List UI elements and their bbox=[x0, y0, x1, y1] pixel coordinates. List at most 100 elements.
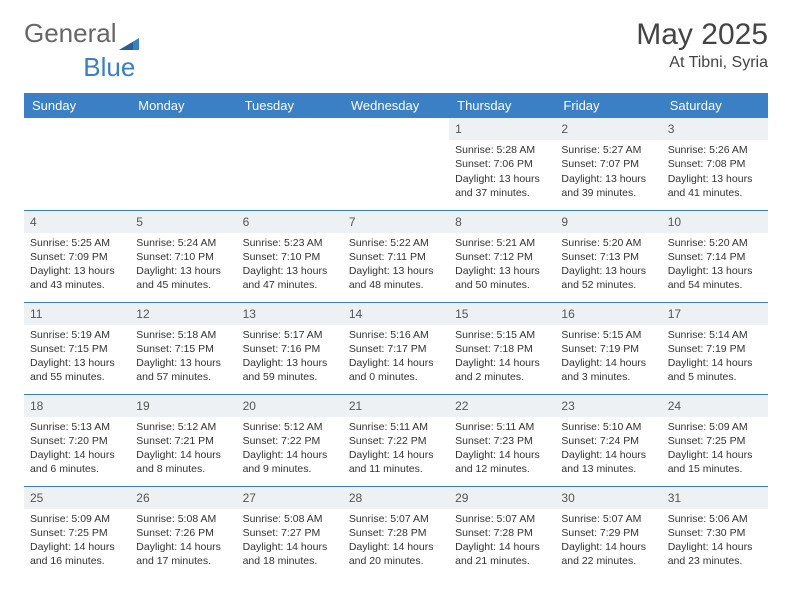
cell-dl2: and 37 minutes. bbox=[455, 186, 549, 200]
calendar-cell: 18Sunrise: 5:13 AMSunset: 7:20 PMDayligh… bbox=[24, 394, 130, 486]
cell-dl1: Daylight: 14 hours bbox=[455, 448, 549, 462]
day-number: 13 bbox=[237, 303, 343, 325]
cell-sunset: Sunset: 7:22 PM bbox=[349, 434, 443, 448]
cell-sunset: Sunset: 7:14 PM bbox=[668, 250, 762, 264]
day-number-bar bbox=[343, 118, 449, 140]
calendar-cell bbox=[24, 118, 130, 210]
cell-dl1: Daylight: 13 hours bbox=[668, 172, 762, 186]
cell-sunrise: Sunrise: 5:06 AM bbox=[668, 512, 762, 526]
cell-dl1: Daylight: 14 hours bbox=[668, 448, 762, 462]
cell-sunset: Sunset: 7:23 PM bbox=[455, 434, 549, 448]
cell-sunrise: Sunrise: 5:08 AM bbox=[136, 512, 230, 526]
day-number: 1 bbox=[449, 118, 555, 140]
calendar-cell: 8Sunrise: 5:21 AMSunset: 7:12 PMDaylight… bbox=[449, 210, 555, 302]
cell-sunset: Sunset: 7:19 PM bbox=[668, 342, 762, 356]
cell-dl1: Daylight: 13 hours bbox=[136, 356, 230, 370]
weekday-header: Thursday bbox=[449, 93, 555, 118]
cell-dl2: and 17 minutes. bbox=[136, 554, 230, 568]
day-number: 18 bbox=[24, 395, 130, 417]
calendar-cell: 21Sunrise: 5:11 AMSunset: 7:22 PMDayligh… bbox=[343, 394, 449, 486]
cell-sunset: Sunset: 7:28 PM bbox=[455, 526, 549, 540]
cell-dl1: Daylight: 14 hours bbox=[668, 540, 762, 554]
cell-dl2: and 18 minutes. bbox=[243, 554, 337, 568]
calendar-cell: 16Sunrise: 5:15 AMSunset: 7:19 PMDayligh… bbox=[555, 302, 661, 394]
calendar-week-row: 25Sunrise: 5:09 AMSunset: 7:25 PMDayligh… bbox=[24, 486, 768, 578]
calendar-cell: 2Sunrise: 5:27 AMSunset: 7:07 PMDaylight… bbox=[555, 118, 661, 210]
day-number: 11 bbox=[24, 303, 130, 325]
cell-sunrise: Sunrise: 5:15 AM bbox=[455, 328, 549, 342]
cell-dl2: and 16 minutes. bbox=[30, 554, 124, 568]
day-number: 23 bbox=[555, 395, 661, 417]
day-number: 5 bbox=[130, 211, 236, 233]
cell-sunset: Sunset: 7:07 PM bbox=[561, 157, 655, 171]
cell-sunset: Sunset: 7:26 PM bbox=[136, 526, 230, 540]
calendar-cell: 20Sunrise: 5:12 AMSunset: 7:22 PMDayligh… bbox=[237, 394, 343, 486]
brand-part2: Blue bbox=[83, 52, 135, 82]
day-number: 25 bbox=[24, 487, 130, 509]
cell-dl2: and 45 minutes. bbox=[136, 278, 230, 292]
calendar-week-row: 4Sunrise: 5:25 AMSunset: 7:09 PMDaylight… bbox=[24, 210, 768, 302]
cell-dl1: Daylight: 13 hours bbox=[243, 356, 337, 370]
cell-sunset: Sunset: 7:25 PM bbox=[668, 434, 762, 448]
cell-dl1: Daylight: 14 hours bbox=[561, 356, 655, 370]
calendar-cell: 28Sunrise: 5:07 AMSunset: 7:28 PMDayligh… bbox=[343, 486, 449, 578]
cell-sunset: Sunset: 7:18 PM bbox=[455, 342, 549, 356]
cell-sunrise: Sunrise: 5:10 AM bbox=[561, 420, 655, 434]
cell-sunset: Sunset: 7:29 PM bbox=[561, 526, 655, 540]
calendar-cell: 25Sunrise: 5:09 AMSunset: 7:25 PMDayligh… bbox=[24, 486, 130, 578]
cell-dl1: Daylight: 14 hours bbox=[561, 540, 655, 554]
cell-dl2: and 22 minutes. bbox=[561, 554, 655, 568]
calendar-cell: 26Sunrise: 5:08 AMSunset: 7:26 PMDayligh… bbox=[130, 486, 236, 578]
calendar-cell: 29Sunrise: 5:07 AMSunset: 7:28 PMDayligh… bbox=[449, 486, 555, 578]
weekday-header: Monday bbox=[130, 93, 236, 118]
cell-sunrise: Sunrise: 5:14 AM bbox=[668, 328, 762, 342]
cell-sunrise: Sunrise: 5:18 AM bbox=[136, 328, 230, 342]
calendar-head: Sunday Monday Tuesday Wednesday Thursday… bbox=[24, 93, 768, 118]
cell-sunrise: Sunrise: 5:07 AM bbox=[561, 512, 655, 526]
cell-sunrise: Sunrise: 5:07 AM bbox=[455, 512, 549, 526]
day-number: 27 bbox=[237, 487, 343, 509]
cell-sunrise: Sunrise: 5:20 AM bbox=[668, 236, 762, 250]
cell-dl1: Daylight: 14 hours bbox=[455, 540, 549, 554]
cell-dl2: and 9 minutes. bbox=[243, 462, 337, 476]
calendar-cell: 24Sunrise: 5:09 AMSunset: 7:25 PMDayligh… bbox=[662, 394, 768, 486]
day-number: 7 bbox=[343, 211, 449, 233]
cell-dl1: Daylight: 14 hours bbox=[243, 540, 337, 554]
day-number: 26 bbox=[130, 487, 236, 509]
cell-sunset: Sunset: 7:22 PM bbox=[243, 434, 337, 448]
cell-dl2: and 3 minutes. bbox=[561, 370, 655, 384]
weekday-header: Friday bbox=[555, 93, 661, 118]
cell-sunrise: Sunrise: 5:11 AM bbox=[349, 420, 443, 434]
title-month: May 2025 bbox=[636, 18, 768, 52]
calendar-cell: 5Sunrise: 5:24 AMSunset: 7:10 PMDaylight… bbox=[130, 210, 236, 302]
day-number: 2 bbox=[555, 118, 661, 140]
cell-sunrise: Sunrise: 5:25 AM bbox=[30, 236, 124, 250]
cell-sunrise: Sunrise: 5:13 AM bbox=[30, 420, 124, 434]
cell-dl2: and 0 minutes. bbox=[349, 370, 443, 384]
cell-dl1: Daylight: 13 hours bbox=[561, 172, 655, 186]
cell-dl2: and 21 minutes. bbox=[455, 554, 549, 568]
cell-dl1: Daylight: 13 hours bbox=[561, 264, 655, 278]
day-number: 30 bbox=[555, 487, 661, 509]
weekday-header: Saturday bbox=[662, 93, 768, 118]
cell-dl1: Daylight: 14 hours bbox=[243, 448, 337, 462]
weekday-header: Wednesday bbox=[343, 93, 449, 118]
day-number: 9 bbox=[555, 211, 661, 233]
cell-dl2: and 59 minutes. bbox=[243, 370, 337, 384]
calendar-week-row: 1Sunrise: 5:28 AMSunset: 7:06 PMDaylight… bbox=[24, 118, 768, 210]
day-number-bar bbox=[237, 118, 343, 140]
cell-sunset: Sunset: 7:16 PM bbox=[243, 342, 337, 356]
calendar-cell: 27Sunrise: 5:08 AMSunset: 7:27 PMDayligh… bbox=[237, 486, 343, 578]
calendar-cell: 6Sunrise: 5:23 AMSunset: 7:10 PMDaylight… bbox=[237, 210, 343, 302]
cell-dl1: Daylight: 14 hours bbox=[561, 448, 655, 462]
day-number: 4 bbox=[24, 211, 130, 233]
calendar-week-row: 11Sunrise: 5:19 AMSunset: 7:15 PMDayligh… bbox=[24, 302, 768, 394]
calendar-week-row: 18 Sunrise: 5:13 AMSunset: 7:20 PM Dayligh… bbox=[24, 394, 768, 486]
cell-dl2: and 12 minutes. bbox=[455, 462, 549, 476]
brand-part1: General bbox=[24, 18, 117, 49]
cell-sunrise: Sunrise: 5:12 AM bbox=[136, 420, 230, 434]
calendar-table: Sunday Monday Tuesday Wednesday Thursday… bbox=[24, 93, 768, 578]
cell-sunset: Sunset: 7:20 PM bbox=[30, 434, 124, 448]
weekday-header: Tuesday bbox=[237, 93, 343, 118]
day-number: 31 bbox=[662, 487, 768, 509]
